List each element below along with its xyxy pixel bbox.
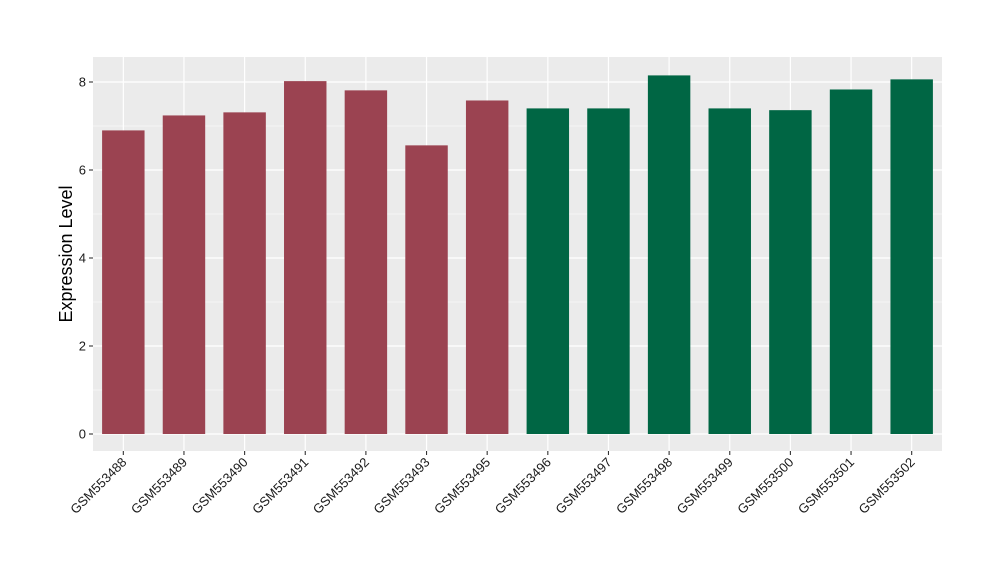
x-tick-label: GSM553491	[249, 455, 311, 517]
x-tick-label: GSM553501	[795, 455, 857, 517]
x-tick-label: GSM553497	[552, 455, 614, 517]
bar-GSM553489	[162, 115, 206, 434]
bar-GSM553488	[102, 130, 145, 434]
bar-GSM553493	[405, 145, 448, 435]
bar-GSM553497	[587, 108, 630, 435]
plot-panel	[93, 57, 942, 451]
x-tick-label: GSM553488	[67, 455, 129, 517]
y-axis: 0 2 4 6 8	[79, 75, 93, 442]
x-tick-label: GSM553493	[370, 455, 432, 517]
bar-GSM553496	[526, 108, 570, 435]
y-tick-label: 6	[79, 163, 86, 178]
y-tick-label: 0	[79, 427, 86, 442]
bar-GSM553498	[647, 75, 691, 435]
x-tick-label: GSM553495	[431, 455, 493, 517]
y-tick-label: 4	[79, 251, 86, 266]
x-tick-label: GSM553498	[613, 455, 675, 517]
bar-GSM553499	[708, 108, 751, 435]
bar-GSM553502	[890, 79, 933, 435]
x-axis: GSM553488GSM553489GSM553490GSM553491GSM5…	[67, 451, 918, 517]
x-tick-label: GSM553492	[310, 455, 372, 517]
x-tick-label: GSM553502	[856, 455, 918, 517]
bar-GSM553495	[465, 100, 509, 434]
x-tick-label: GSM553490	[189, 455, 251, 517]
bar-GSM553501	[829, 89, 873, 434]
y-tick-label: 2	[79, 339, 86, 354]
bar-GSM553492	[344, 90, 388, 435]
bar-GSM553500	[769, 110, 812, 434]
x-tick-label: GSM553499	[674, 455, 736, 517]
y-tick-label: 8	[79, 75, 86, 90]
bar-GSM553491	[284, 81, 327, 435]
bar-GSM553490	[223, 112, 266, 435]
x-tick-label: GSM553496	[492, 455, 554, 517]
bars	[102, 75, 933, 435]
x-tick-label: GSM553489	[128, 455, 190, 517]
x-tick-label: GSM553500	[734, 455, 796, 517]
y-axis-title: Expression Level	[56, 185, 76, 322]
